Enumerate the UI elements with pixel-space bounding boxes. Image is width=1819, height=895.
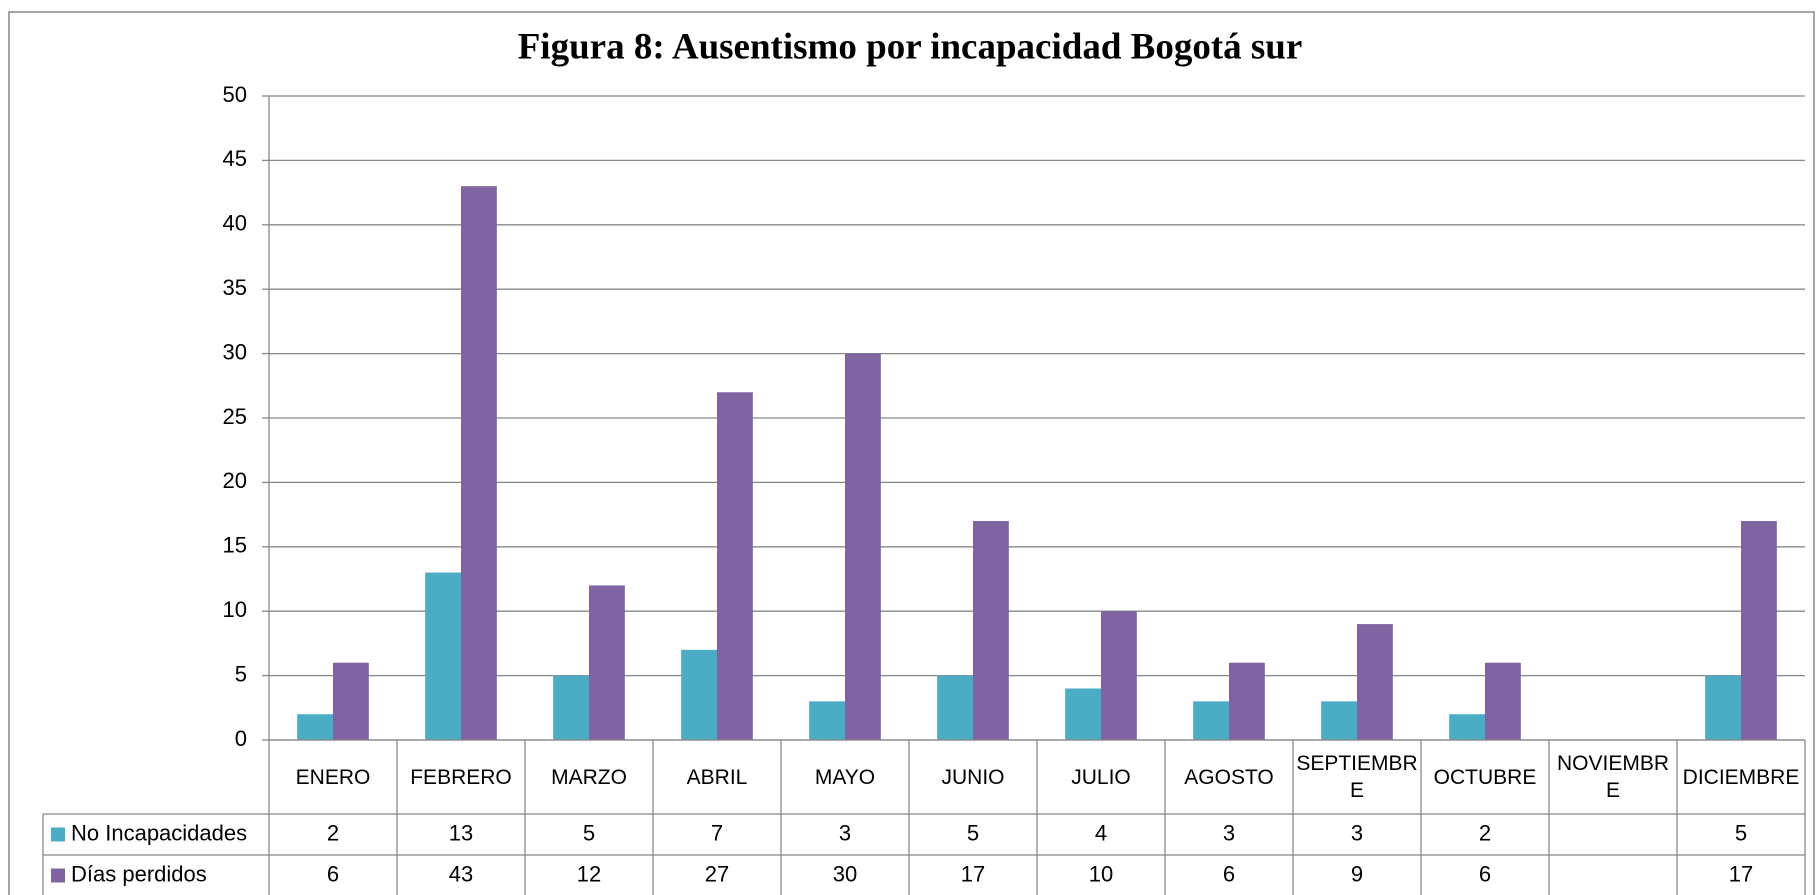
table-value: 2 (1479, 820, 1491, 845)
chart-title: Figura 8: Ausentismo por incapacidad Bog… (518, 26, 1303, 67)
y-tick-label: 15 (223, 533, 247, 558)
x-tick-label: OCTUBRE (1433, 765, 1537, 789)
bar (809, 701, 845, 740)
y-tick-label: 0 (235, 726, 247, 751)
category-cell: DICIEMBRE (1682, 765, 1800, 789)
bar (1229, 662, 1265, 740)
x-tick-label: AGOSTO (1184, 765, 1274, 789)
table-value: 3 (839, 820, 851, 845)
table-value: 5 (583, 820, 595, 845)
table-value: 6 (1223, 861, 1235, 886)
table-value: 3 (1351, 820, 1363, 845)
bar (1193, 701, 1229, 740)
x-tick-label: JULIO (1071, 765, 1131, 789)
bar (1101, 611, 1137, 740)
x-tick-label: MAYO (814, 765, 876, 789)
table-value: 2 (327, 820, 339, 845)
category-cell: MAYO (814, 765, 876, 789)
x-tick-label: DICIEMBRE (1682, 765, 1800, 789)
x-tick-label: MARZO (551, 765, 627, 789)
bar (333, 662, 369, 740)
bar (973, 521, 1009, 740)
bar (1065, 688, 1101, 740)
x-tick-label: FEBRERO (410, 765, 512, 789)
category-cell: NOVIEMBRE (1556, 752, 1669, 802)
bar (425, 572, 461, 740)
x-tick-label: SEPTIEMBRE (1296, 752, 1418, 802)
x-tick-label: JUNIO (941, 765, 1005, 789)
y-tick-label: 30 (223, 339, 247, 364)
bar (717, 392, 753, 740)
category-cell: SEPTIEMBRE (1296, 752, 1418, 802)
bar (681, 649, 717, 740)
category-cell: ABRIL (686, 765, 748, 789)
y-tick-label: 5 (235, 661, 247, 686)
bar (1449, 714, 1485, 740)
legend-swatch (51, 868, 65, 883)
bar (937, 675, 973, 740)
x-tick-label: ABRIL (686, 765, 748, 789)
y-tick-label: 50 (223, 82, 247, 107)
table-value: 30 (833, 861, 857, 886)
category-cell: JUNIO (941, 765, 1005, 789)
bar (845, 353, 881, 740)
y-tick-label: 20 (223, 468, 247, 493)
legend-label: No Incapacidades (71, 820, 247, 845)
table-value: 27 (705, 861, 729, 886)
bar (461, 186, 497, 740)
x-tick-label: ENERO (295, 765, 371, 789)
bar (297, 714, 333, 740)
category-cell: ENERO (295, 765, 371, 789)
category-cell: AGOSTO (1184, 765, 1274, 789)
table-value: 10 (1089, 861, 1113, 886)
legend-label: Días perdidos (71, 861, 207, 886)
bar (1357, 624, 1393, 740)
table-value: 17 (961, 861, 985, 886)
category-cell: FEBRERO (410, 765, 512, 789)
bar (1321, 701, 1357, 740)
bar (589, 585, 625, 740)
table-value: 9 (1351, 861, 1363, 886)
x-tick-label: NOVIEMBRE (1556, 752, 1669, 802)
bar (1705, 675, 1741, 740)
table-value: 3 (1223, 820, 1235, 845)
legend-swatch (51, 827, 65, 842)
table-value: 6 (1479, 861, 1491, 886)
table-value: 7 (711, 820, 723, 845)
category-cell: OCTUBRE (1433, 765, 1537, 789)
y-tick-label: 40 (223, 211, 247, 236)
category-cell: MARZO (551, 765, 627, 789)
table-value: 5 (967, 820, 979, 845)
y-tick-label: 10 (223, 597, 247, 622)
table-value: 17 (1729, 861, 1753, 886)
bar (1741, 521, 1777, 740)
table-value: 6 (327, 861, 339, 886)
bar (553, 675, 589, 740)
chart-border (8, 11, 1815, 895)
table-value: 13 (449, 820, 473, 845)
y-tick-label: 45 (223, 146, 247, 171)
category-cell: JULIO (1071, 765, 1131, 789)
table-value: 43 (449, 861, 473, 886)
y-tick-label: 35 (223, 275, 247, 300)
bar (1485, 662, 1521, 740)
table-value: 12 (577, 861, 601, 886)
table-value: 5 (1735, 820, 1747, 845)
table-value: 4 (1095, 820, 1107, 845)
y-tick-label: 25 (223, 404, 247, 429)
